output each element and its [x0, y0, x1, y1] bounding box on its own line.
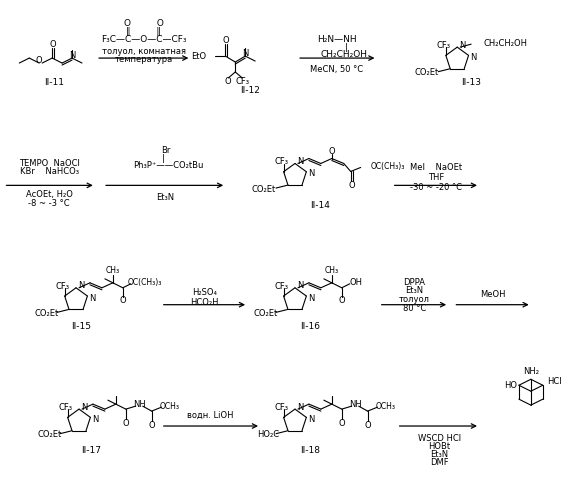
- Text: N: N: [89, 294, 95, 302]
- Text: CO₂Et: CO₂Et: [254, 309, 278, 318]
- Text: N: N: [242, 48, 249, 58]
- Text: OC(CH₃)₃: OC(CH₃)₃: [127, 278, 162, 287]
- Text: CF₃: CF₃: [235, 78, 249, 86]
- Text: HO₂C: HO₂C: [257, 430, 279, 439]
- Text: ‖         ‖: ‖ ‖: [126, 26, 161, 36]
- Text: MeI    NaOEt: MeI NaOEt: [410, 163, 462, 172]
- Text: N: N: [308, 294, 314, 302]
- Text: -8 ~ -3 °C: -8 ~ -3 °C: [29, 199, 70, 208]
- Text: O: O: [119, 296, 126, 305]
- Text: OCH₃: OCH₃: [375, 402, 396, 410]
- Text: TEMPO  NaOCl: TEMPO NaOCl: [19, 159, 80, 168]
- Text: CF₃: CF₃: [275, 282, 289, 290]
- Text: O: O: [328, 147, 335, 156]
- Text: N: N: [297, 402, 303, 411]
- Text: N: N: [308, 169, 314, 178]
- Text: O: O: [349, 181, 355, 190]
- Text: O         O: O O: [124, 19, 164, 28]
- Text: Et₃N: Et₃N: [430, 450, 448, 460]
- Text: II-16: II-16: [300, 322, 320, 331]
- Text: CH₃: CH₃: [325, 266, 339, 276]
- Text: N: N: [78, 282, 84, 290]
- Text: N: N: [308, 415, 314, 424]
- Text: WSCD HCl: WSCD HCl: [418, 434, 461, 444]
- Text: OH: OH: [349, 278, 362, 287]
- Text: NH: NH: [133, 400, 146, 408]
- Text: N: N: [459, 40, 466, 50]
- Text: AcOEt, H₂O: AcOEt, H₂O: [26, 190, 73, 199]
- Text: THF: THF: [428, 173, 445, 182]
- Text: O: O: [36, 56, 42, 64]
- Text: N: N: [81, 402, 87, 411]
- Text: -30 ~ -20 °C: -30 ~ -20 °C: [410, 183, 462, 192]
- Text: N: N: [92, 415, 98, 424]
- Text: OC(CH₃)₃: OC(CH₃)₃: [371, 162, 405, 171]
- Text: N: N: [297, 157, 303, 166]
- Text: CO₂Et: CO₂Et: [414, 68, 438, 77]
- Text: H₂SO₄: H₂SO₄: [192, 288, 217, 298]
- Text: HOBt: HOBt: [428, 442, 450, 452]
- Text: CF₃: CF₃: [59, 403, 73, 412]
- Text: CO₂Et: CO₂Et: [252, 184, 276, 194]
- Text: CO₂Et: CO₂Et: [35, 309, 59, 318]
- Text: O: O: [223, 36, 230, 44]
- Text: Br: Br: [161, 146, 171, 155]
- Text: |: |: [162, 154, 165, 163]
- Text: II-11: II-11: [44, 78, 64, 88]
- Text: CH₂CH₂OH: CH₂CH₂OH: [483, 38, 527, 48]
- Text: N: N: [69, 50, 75, 59]
- Text: O: O: [50, 40, 56, 48]
- Text: EtO: EtO: [191, 52, 207, 60]
- Text: DMF: DMF: [430, 458, 449, 468]
- Text: CH₃: CH₃: [106, 266, 120, 276]
- Text: Et₃N: Et₃N: [157, 193, 175, 202]
- Text: Ph₃P⁺——CO₂tBu: Ph₃P⁺——CO₂tBu: [133, 161, 204, 170]
- Text: II-15: II-15: [71, 322, 91, 331]
- Text: толуол: толуол: [399, 295, 430, 304]
- Text: O: O: [148, 420, 155, 430]
- Text: Et₃N: Et₃N: [405, 286, 424, 296]
- Text: O: O: [122, 418, 129, 428]
- Text: OCH₃: OCH₃: [159, 402, 180, 410]
- Text: HO: HO: [505, 380, 517, 390]
- Text: II-14: II-14: [310, 200, 330, 210]
- Text: II-17: II-17: [81, 446, 101, 456]
- Text: NH: NH: [349, 400, 362, 408]
- Text: II-13: II-13: [461, 78, 481, 88]
- Text: MeOH: MeOH: [480, 290, 506, 299]
- Text: O: O: [339, 296, 345, 305]
- Text: II-12: II-12: [240, 86, 260, 96]
- Text: CF₃: CF₃: [275, 403, 289, 412]
- Text: MeCN, 50 °C: MeCN, 50 °C: [310, 64, 363, 74]
- Text: N: N: [470, 53, 477, 62]
- Text: |: |: [345, 42, 348, 51]
- Text: CH₂CH₂OH: CH₂CH₂OH: [320, 50, 367, 58]
- Text: H₂N—NH: H₂N—NH: [317, 34, 357, 43]
- Text: II-18: II-18: [300, 446, 320, 456]
- Text: DPPA: DPPA: [403, 278, 425, 287]
- Text: NH₂: NH₂: [523, 367, 539, 376]
- Text: HCl: HCl: [548, 377, 562, 386]
- Text: CF₃: CF₃: [275, 158, 289, 166]
- Text: 80 °C: 80 °C: [403, 304, 426, 313]
- Text: O: O: [339, 418, 345, 428]
- Text: KBr    NaHCO₃: KBr NaHCO₃: [20, 167, 79, 176]
- Text: водн. LiOH: водн. LiOH: [187, 410, 233, 420]
- Text: CF₃: CF₃: [437, 41, 451, 50]
- Text: CO₂Et: CO₂Et: [38, 430, 62, 439]
- Text: F₃C—C—O—C—CF₃: F₃C—C—O—C—CF₃: [101, 34, 186, 43]
- Text: O: O: [225, 78, 232, 86]
- Text: O: O: [364, 420, 371, 430]
- Text: температура: температура: [115, 54, 173, 64]
- Text: толуол, комнатная: толуол, комнатная: [102, 46, 186, 56]
- Text: CF₃: CF₃: [56, 282, 70, 290]
- Text: HCO₂H: HCO₂H: [190, 298, 219, 307]
- Text: N: N: [297, 282, 303, 290]
